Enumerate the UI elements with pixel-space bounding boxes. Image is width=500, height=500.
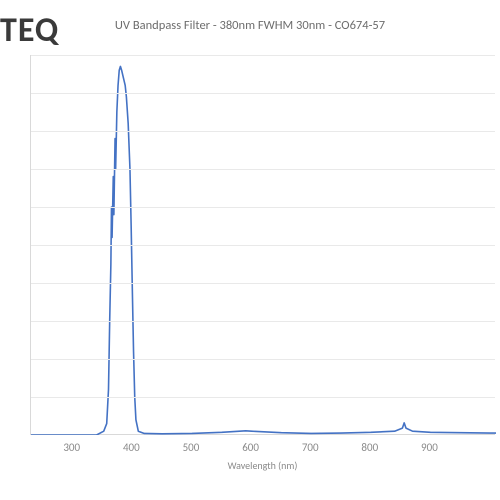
gridline-h [31, 169, 495, 170]
gridline-h [31, 245, 495, 246]
x-tick-label: 400 [123, 441, 140, 454]
chart-title: UV Bandpass Filter - 380nm FWHM 30nm - C… [0, 18, 500, 33]
gridline-h [31, 397, 495, 398]
gridline-h [31, 55, 495, 56]
gridline-h [31, 207, 495, 208]
transmission-line [31, 66, 496, 435]
chart-container: TEQ UV Bandpass Filter - 380nm FWHM 30nm… [0, 0, 500, 500]
x-tick-label: 500 [183, 441, 200, 454]
gridline-h [31, 93, 495, 94]
x-tick-label: 600 [242, 441, 259, 454]
x-axis-title: Wavelength (nm) [228, 459, 298, 472]
gridline-h [31, 131, 495, 132]
x-tick-label: 800 [361, 441, 378, 454]
gridline-h [31, 283, 495, 284]
plot-area [30, 55, 495, 435]
gridline-h [31, 321, 495, 322]
x-tick-label: 900 [421, 441, 438, 454]
gridline-h [31, 359, 495, 360]
x-tick-label: 300 [63, 441, 80, 454]
x-tick-label: 700 [302, 441, 319, 454]
